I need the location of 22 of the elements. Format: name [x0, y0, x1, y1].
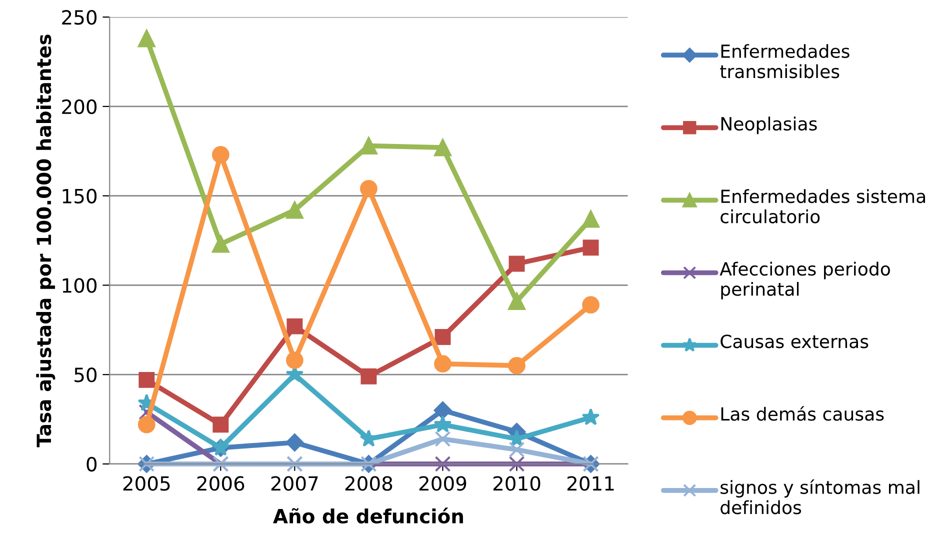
- legend-label: signos y síntomas mal definidos: [720, 479, 920, 514]
- x-tick-label: 2011: [567, 476, 614, 491]
- legend-label: Enfermedades transmisibles: [720, 44, 850, 78]
- y-tick-label: 200: [62, 99, 97, 114]
- y-axis-title: Tasa ajustada por 100.000 habitantes: [36, 34, 56, 448]
- x-tick-label: 2008: [345, 476, 392, 491]
- x-tick-label: 2009: [419, 476, 466, 491]
- y-tick-label: 150: [62, 188, 97, 204]
- y-tick-label: 50: [74, 368, 97, 382]
- legend-label: Causas externas: [720, 334, 868, 348]
- x-tick-label: 2010: [493, 476, 540, 491]
- legend-label: Las demás causas: [721, 406, 884, 421]
- y-tick-label: 100: [62, 278, 97, 293]
- legend-label: Afecciones periodo perinatal: [720, 262, 890, 300]
- y-tick-label: 0: [86, 456, 97, 472]
- x-tick-label: 2006: [197, 476, 244, 491]
- x-tick-label: 2007: [271, 476, 318, 491]
- x-tick-label: 2005: [123, 476, 170, 491]
- legend-label: Neoplasias: [721, 116, 817, 134]
- x-axis-title: Año de defunción: [273, 508, 463, 524]
- y-tick-label: 250: [62, 10, 97, 25]
- legend-label: Enfermedades sistema circulatorio: [720, 189, 926, 224]
